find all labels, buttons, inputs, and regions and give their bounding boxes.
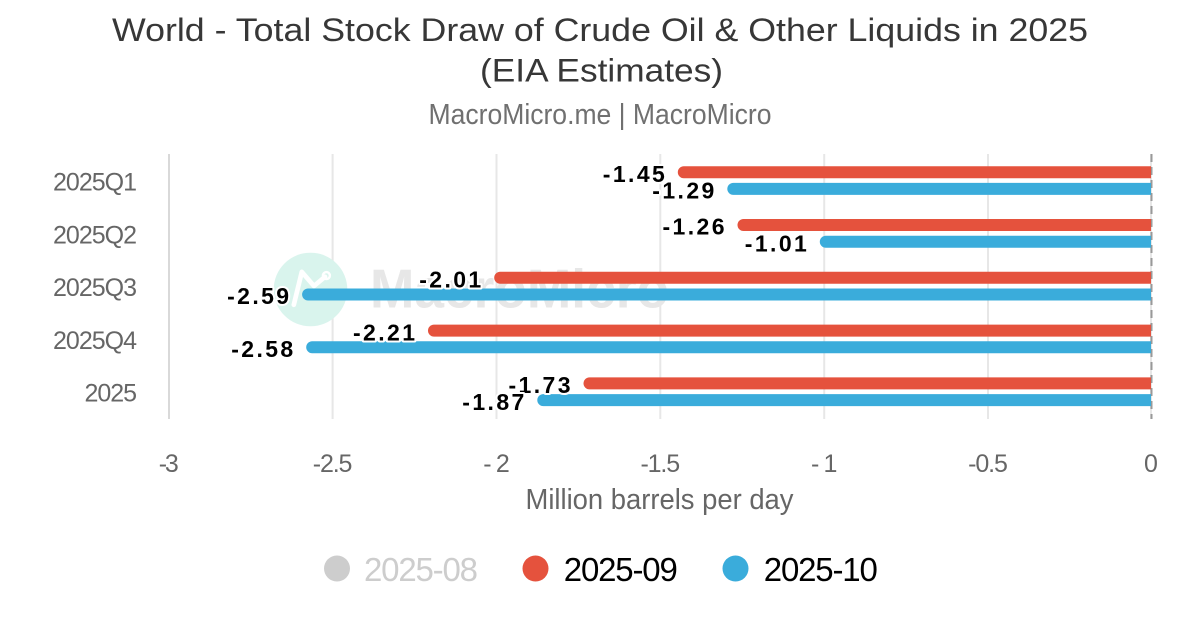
svg-text:-0.5: -0.5 <box>968 450 1008 478</box>
svg-text:Million barrels per day: Million barrels per day <box>526 484 794 516</box>
svg-text:2025-09: 2025-09 <box>564 551 678 588</box>
svg-text:2025Q1: 2025Q1 <box>53 169 137 197</box>
svg-text:-1.01: -1.01 <box>745 230 807 256</box>
svg-text:-2.59: -2.59 <box>227 283 289 309</box>
svg-text:2025Q3: 2025Q3 <box>53 274 137 302</box>
svg-text:2025Q4: 2025Q4 <box>53 327 137 355</box>
svg-text:0: 0 <box>1144 450 1158 478</box>
svg-text:-3: -3 <box>159 450 179 478</box>
svg-text:2025-08: 2025-08 <box>364 551 478 588</box>
svg-text:MacroMicro: MacroMicro <box>370 257 669 319</box>
svg-text:-1.5: -1.5 <box>640 450 680 478</box>
svg-text:-2.5: -2.5 <box>313 450 353 478</box>
svg-text:-2: -2 <box>483 450 510 478</box>
svg-text:MacroMicro.me | MacroMicro: MacroMicro.me | MacroMicro <box>429 99 772 131</box>
svg-text:2025Q2: 2025Q2 <box>53 221 137 249</box>
svg-text:-2.21: -2.21 <box>353 319 415 345</box>
svg-text:-2.58: -2.58 <box>231 336 293 362</box>
svg-text:-1.26: -1.26 <box>663 214 725 240</box>
svg-text:-1: -1 <box>811 450 838 478</box>
svg-text:-2.01: -2.01 <box>419 267 481 293</box>
svg-text:2025-10: 2025-10 <box>764 551 878 588</box>
svg-text:World - Total Stock Draw of Cr: World - Total Stock Draw of Crude Oil & … <box>112 12 1088 48</box>
svg-text:-1.87: -1.87 <box>462 389 524 415</box>
svg-text:-1.29: -1.29 <box>652 178 714 204</box>
svg-text:2025: 2025 <box>85 380 138 408</box>
svg-text:(EIA Estimates): (EIA Estimates) <box>480 53 723 89</box>
